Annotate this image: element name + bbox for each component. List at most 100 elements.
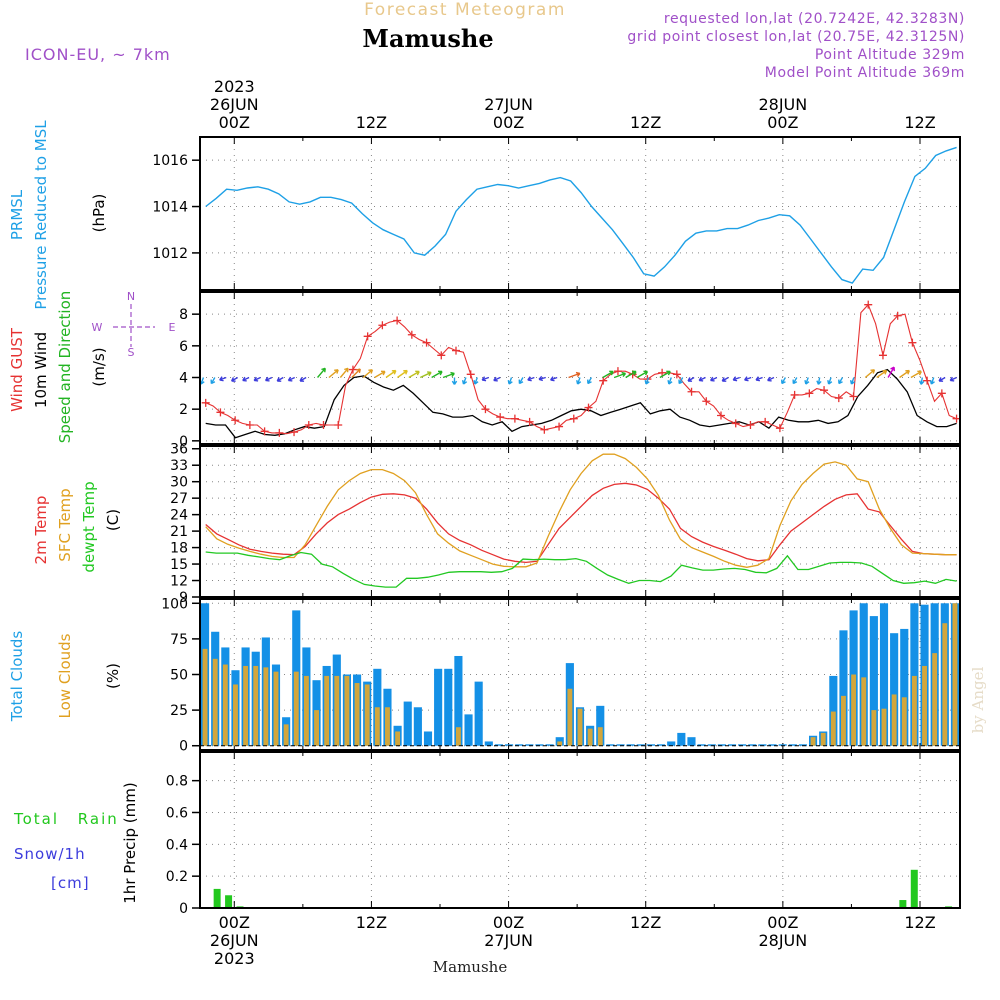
wind-arrow [744, 376, 752, 382]
total-cloud-bar [484, 741, 493, 746]
gust-point [319, 421, 328, 429]
cloud-labels: Total Clouds Low Clouds (%) [8, 631, 122, 723]
pressure-labels: PRMSL Pressure Reduced to MSL (hPa) [8, 120, 108, 310]
ytick-label-precip-2: 0.4 [166, 837, 188, 853]
pressure-unit: (hPa) [90, 194, 108, 233]
ytick-label-wind-4: 8 [179, 307, 188, 323]
low-cloud-bar [841, 695, 846, 746]
top-label-4-0: 28JUN [758, 95, 807, 114]
ytick-label-clouds-1: 25 [170, 703, 188, 719]
low-cloud-bar [881, 708, 887, 746]
gust-point [304, 421, 313, 429]
bottom-label-1-0: 12Z [356, 913, 387, 932]
total-cloud-bar [687, 737, 696, 746]
low-cloud-bar [233, 684, 238, 746]
top-label-0-2: 00Z [219, 113, 250, 132]
ytick-label-temperature-2: 15 [170, 557, 188, 573]
ytick-label-temperature-7: 30 [170, 475, 188, 491]
wind-arrow [767, 376, 775, 382]
prmsl-label: PRMSL [8, 189, 26, 240]
ytick-label-clouds-0: 0 [179, 739, 188, 755]
low-cloud-bar [243, 665, 249, 746]
sfc-temp-line [205, 453, 957, 568]
wind-arrow [576, 377, 582, 385]
gridpoint-coords: grid point closest lon,lat (20.75E, 42.3… [627, 29, 965, 45]
wind-arrow [687, 376, 695, 382]
low-cloud-bar [212, 658, 218, 746]
gust-point [540, 425, 549, 434]
precip-unit: 1hr Precip (mm) [121, 782, 139, 903]
total-cloud-bar [636, 744, 645, 746]
ytick-label-wind-0: 0 [179, 434, 188, 450]
total-cloud-bar [829, 675, 838, 746]
footer-location: Mamushe [433, 958, 508, 976]
wind-arrow [710, 376, 718, 382]
compass-s: S [128, 346, 135, 359]
total-cloud-bar [596, 705, 605, 746]
low-cloud-bar [395, 731, 401, 746]
ytick-label-temperature-6: 27 [170, 491, 188, 507]
bottom-label-4-1: 28JUN [758, 931, 807, 950]
bottom-label-5-0: 12Z [904, 913, 935, 932]
panel-border-4 [199, 751, 961, 909]
total-cloud-bar [616, 744, 625, 746]
total-cloud-bar [474, 681, 483, 746]
top-label-2-0: 27JUN [484, 95, 533, 114]
panel-border-3 [199, 598, 961, 751]
low-cloud-bar [314, 710, 319, 746]
gust-point [407, 330, 416, 339]
ytick-label-pressure-1: 1014 [152, 200, 188, 216]
low-cloud-bar [263, 667, 269, 746]
pressure-line [205, 146, 957, 284]
total-cloud-bar [778, 744, 787, 746]
total-cloud-bar [910, 603, 919, 746]
low-cloud-bar [273, 671, 279, 746]
wind-arrow [317, 367, 326, 378]
wind-arrow [849, 377, 856, 385]
wind-arrow [864, 369, 876, 379]
wind-arrow [876, 369, 888, 379]
total-cloud-bar [464, 714, 473, 746]
rain-label: Total Rain [13, 810, 119, 828]
wind-arrow [518, 377, 524, 385]
wind-dir-label: Speed and Direction [56, 291, 74, 444]
wind-arrow [461, 377, 468, 385]
low-cloud-bar [810, 737, 816, 746]
wind-arrow [887, 366, 895, 378]
low-cloud-bar [324, 675, 330, 746]
wind-arrow [408, 370, 420, 379]
ytick-label-temperature-3: 18 [170, 541, 188, 557]
panel-wind: 0 2 4 6 8 [179, 292, 961, 450]
dew-label: dewpt Temp [80, 481, 98, 572]
gust-point [496, 413, 505, 422]
ytick-label-wind-2: 4 [179, 371, 188, 387]
wind-arrow [431, 370, 443, 379]
gust-label: Wind GUST [8, 327, 26, 412]
low-cloud-bar [374, 707, 380, 746]
gust-point [702, 397, 711, 406]
compass-w: W [92, 321, 103, 334]
wind-arrow [264, 376, 273, 382]
gust-point [452, 346, 460, 355]
rain-bar [225, 895, 233, 908]
total-cloud-bar [839, 630, 848, 746]
precip-labels: Total Rain Snow/1h [cm] 1hr Precip (mm) [13, 782, 139, 903]
bottom-label-2-0: 00Z [493, 913, 524, 932]
wind-arrow [899, 369, 910, 379]
gust-point [893, 311, 902, 320]
ytick-label-precip-3: 0.6 [166, 805, 188, 821]
total-cloud-bar [900, 628, 909, 746]
gust-point [834, 394, 843, 403]
model-label: ICON-EU, ~ 7km [25, 45, 171, 64]
bottom-label-0-2: 2023 [214, 949, 255, 968]
gust-point [525, 417, 534, 426]
wind-arrow [339, 367, 349, 378]
bottom-label-4-0: 00Z [767, 913, 798, 932]
ytick-label-pressure-2: 1016 [152, 153, 188, 169]
bottom-label-3-0: 12Z [630, 913, 661, 932]
temp-labels: 2m Temp SFC Temp dewpt Temp (C) [32, 481, 122, 572]
ytick-label-temperature-5: 24 [170, 508, 188, 524]
ytick-label-temperature-9: 36 [170, 442, 188, 458]
low-cloud-bar [455, 727, 461, 746]
gust-point [937, 389, 946, 398]
